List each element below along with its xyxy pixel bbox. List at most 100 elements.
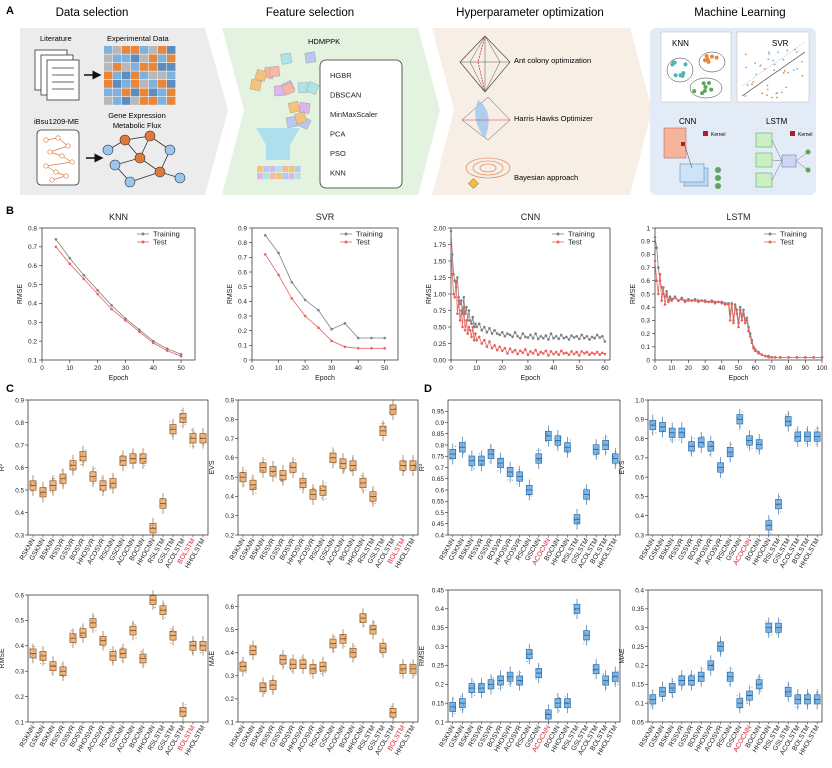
box-point: [85, 449, 87, 451]
data-point: [770, 356, 774, 359]
box-point: [149, 602, 151, 604]
panel-letter-d: D: [424, 383, 432, 395]
box-point: [114, 650, 116, 652]
box-point: [122, 647, 124, 649]
box-point: [373, 627, 375, 630]
box-point: [394, 407, 396, 410]
box-point: [303, 488, 305, 490]
network-node: [55, 135, 61, 141]
box-point: [164, 504, 166, 506]
data-point: [513, 330, 517, 334]
box-point: [615, 450, 617, 453]
box-point: [501, 676, 503, 678]
data-point: [521, 351, 525, 355]
y-tick-label: 0.25: [432, 663, 445, 670]
box-point: [497, 463, 499, 465]
box-point: [492, 686, 494, 688]
box-point: [662, 695, 664, 697]
data-point: [677, 299, 680, 302]
heatmap-cell: [131, 80, 140, 88]
box-point: [332, 644, 334, 647]
box-point: [688, 677, 690, 680]
box-point: [162, 604, 164, 606]
box-point: [789, 424, 791, 426]
box-point: [583, 642, 585, 644]
legend-label: Test: [356, 238, 371, 247]
svr-point: [766, 94, 768, 97]
box-point: [163, 603, 165, 605]
data-point: [465, 305, 468, 309]
box-point: [414, 468, 416, 470]
box-point: [164, 616, 166, 619]
box-point: [383, 423, 385, 425]
x-tick-label: 20: [685, 365, 693, 372]
feature-cell: [263, 166, 270, 173]
svr-point: [776, 92, 779, 94]
box-point: [585, 497, 588, 499]
box-point: [264, 684, 266, 686]
box-point: [34, 481, 36, 483]
box-point: [674, 439, 676, 441]
data-point: [483, 338, 486, 342]
box-point: [449, 709, 451, 711]
box-point: [340, 466, 342, 468]
box-point: [344, 637, 346, 639]
chart-title: SVR: [316, 212, 335, 222]
box-point: [342, 634, 344, 636]
box-point: [673, 434, 675, 436]
box-point: [199, 645, 201, 647]
y-tick-label: 0.4: [635, 513, 644, 520]
box-point: [526, 661, 528, 663]
data-point: [317, 326, 320, 330]
data-point: [151, 341, 155, 345]
box-point: [770, 630, 772, 632]
y-tick-label: 0.3: [435, 644, 444, 651]
box-point: [51, 672, 53, 674]
box-point: [614, 452, 616, 454]
box-point: [517, 479, 519, 481]
feature-method-label: HGBR: [330, 71, 352, 80]
svr-point: [777, 51, 780, 54]
series-line-test: [264, 254, 385, 349]
box-point: [668, 428, 670, 430]
label-ml-cnn: CNN: [679, 117, 697, 126]
box-point: [280, 653, 282, 656]
cluster-point: [706, 81, 711, 86]
y-tick-label: 0.2: [238, 328, 247, 335]
y-axis-label: R²: [0, 463, 6, 471]
box-point: [272, 471, 274, 473]
box-point: [124, 651, 126, 653]
box-point: [272, 692, 274, 694]
box-point: [786, 416, 788, 418]
box-point: [701, 675, 703, 677]
data-point: [753, 349, 757, 353]
data-point: [717, 300, 720, 304]
svr-point: [767, 51, 770, 54]
box-point: [741, 411, 743, 413]
svr-point: [766, 84, 769, 87]
box-point: [567, 452, 569, 454]
data-point: [485, 345, 489, 349]
data-point: [303, 314, 307, 318]
box-point: [134, 625, 136, 627]
box-point: [583, 492, 585, 494]
data-point: [462, 305, 466, 309]
label-kernel-cnn: Kernel: [711, 132, 725, 138]
box-point: [804, 435, 806, 437]
box-point: [139, 458, 141, 460]
box-point: [660, 426, 662, 429]
box-point: [698, 438, 700, 440]
box-point: [253, 487, 255, 489]
cluster-point: [700, 91, 705, 96]
data-point: [733, 305, 737, 309]
data-point: [554, 334, 558, 338]
x-tick-label: 0: [40, 365, 44, 372]
heatmap-cell: [113, 97, 122, 105]
box-point: [190, 436, 192, 438]
box-point: [651, 704, 653, 706]
box-point: [349, 647, 351, 649]
box-point: [295, 667, 297, 669]
box-point: [746, 694, 749, 696]
data-point: [773, 356, 777, 359]
data-point: [745, 316, 749, 320]
